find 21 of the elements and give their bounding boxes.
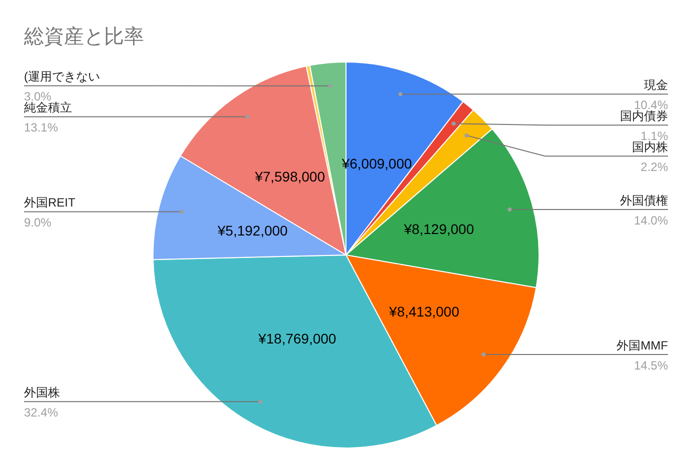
slice-label: 現金 — [644, 78, 668, 92]
slice-label: 外国株 — [24, 386, 60, 400]
chart-title: 総資産と比率 — [23, 26, 144, 48]
text: 2.2% — [640, 160, 668, 174]
slice-label: 外国債権 — [620, 194, 668, 208]
text: 14.5% — [634, 358, 668, 373]
text: 9.0% — [24, 216, 52, 230]
slice-label: 国内債券 — [620, 109, 668, 124]
data-label: ¥8,413,000 — [388, 304, 460, 320]
slice-label: 外国REIT — [24, 196, 76, 210]
data-label: ¥5,192,000 — [216, 222, 288, 238]
text: 13.1% — [24, 120, 58, 135]
data-label: ¥7,598,000 — [254, 168, 326, 184]
slice-label: 国内株 — [632, 140, 668, 154]
data-label: ¥8,129,000 — [402, 221, 474, 238]
slice-label: 外国MMF — [616, 338, 668, 353]
data-label: ¥18,769,000 — [257, 330, 336, 346]
text: 32.4% — [24, 406, 58, 420]
slice-label: (運用できない — [24, 70, 100, 84]
slice-label: 純金積立 — [24, 100, 72, 115]
text: 14.0% — [634, 214, 668, 228]
